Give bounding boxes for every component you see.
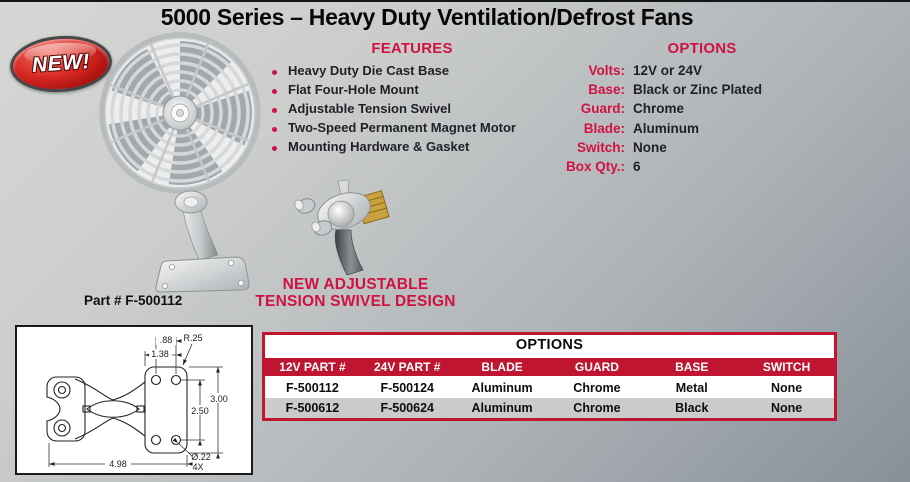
feature-text: Two-Speed Permanent Magnet Motor xyxy=(288,120,516,135)
table-cell: None xyxy=(770,401,803,415)
option-label: Guard: xyxy=(580,101,625,117)
option-value: 6 xyxy=(633,158,641,174)
dim-hole-count: 4X xyxy=(192,462,203,472)
option-label: Blade: xyxy=(583,120,625,136)
feature-item: Adjustable Tension Swivel xyxy=(262,101,562,120)
table-cell: F-500612 xyxy=(285,401,340,415)
options-table: OPTIONS 12V PART # 24V PART # BLADE GUAR… xyxy=(262,332,837,421)
table-cell: Chrome xyxy=(573,381,621,395)
options-panel: OPTIONS Volts: 12V or 24V Base: Black or… xyxy=(552,40,852,178)
dim-total-width: 4.98 xyxy=(109,459,127,469)
table-cell: Chrome xyxy=(573,401,621,415)
feature-text: Heavy Duty Die Cast Base xyxy=(288,63,450,78)
dim-inner-height: 2.50 xyxy=(191,406,209,416)
table-cell: F-500624 xyxy=(380,401,434,415)
options-list: Volts: 12V or 24V Base: Black or Zinc Pl… xyxy=(552,63,852,178)
option-value: Aluminum xyxy=(633,120,699,136)
column-header: 24V PART # xyxy=(374,360,441,374)
option-label: Switch: xyxy=(576,139,625,155)
table-cell: Aluminum xyxy=(471,401,533,415)
feature-text: Mounting Hardware & Gasket xyxy=(288,139,470,154)
table-cell: Metal xyxy=(675,381,708,395)
bullet-icon xyxy=(272,89,277,94)
page-title: 5000 Series – Heavy Duty Ventilation/Def… xyxy=(160,4,694,30)
options-panel-heading: OPTIONS xyxy=(667,40,737,57)
column-header: 12V PART # xyxy=(279,360,346,374)
option-label: Base: xyxy=(588,82,625,98)
option-value: 12V or 24V xyxy=(633,63,703,78)
feature-text: Flat Four-Hole Mount xyxy=(288,82,419,97)
table-row: F-500112 F-500124 Aluminum Chrome Metal … xyxy=(265,378,834,398)
feature-text: Adjustable Tension Swivel xyxy=(288,101,452,116)
option-value: Chrome xyxy=(633,101,685,117)
bullet-icon xyxy=(272,108,277,113)
dim-radius: R.25 xyxy=(183,333,202,343)
table-cell: None xyxy=(770,381,803,395)
table-cell: F-500112 xyxy=(286,381,339,395)
swivel-caption-line1: NEW ADJUSTABLE xyxy=(282,276,429,293)
dim-top-width: .88 xyxy=(160,335,173,345)
bullet-icon xyxy=(272,70,277,75)
column-header: BASE xyxy=(675,360,709,374)
feature-item: Mounting Hardware & Gasket xyxy=(262,139,562,158)
dim-height: 3.00 xyxy=(210,394,228,404)
table-cell: F-500124 xyxy=(380,381,434,395)
top-divider xyxy=(0,0,910,2)
dimension-drawing: .88 R.25 1.38 3.00 2.50 4.98 Ø.22 4X xyxy=(15,325,253,475)
part-number-label: Part # F-500112 xyxy=(84,293,183,308)
bullet-icon xyxy=(272,146,277,151)
table-cell: Aluminum xyxy=(471,381,533,395)
dim-hole-diameter: Ø.22 xyxy=(191,452,211,462)
feature-item: Heavy Duty Die Cast Base xyxy=(262,63,562,82)
table-row: F-500612 F-500624 Aluminum Chrome Black … xyxy=(265,398,834,418)
bullet-icon xyxy=(272,127,277,132)
options-table-header: 12V PART # 24V PART # BLADE GUARD BASE S… xyxy=(265,356,834,378)
feature-item: Two-Speed Permanent Magnet Motor xyxy=(262,120,562,139)
swivel-detail-image xyxy=(294,179,390,276)
column-header: GUARD xyxy=(574,360,619,374)
swivel-caption: NEW ADJUSTABLE TENSION SWIVEL DESIGN xyxy=(238,276,473,310)
column-header: SWITCH xyxy=(762,360,811,374)
fan-product-image xyxy=(99,32,261,293)
dim-inner-width: 1.38 xyxy=(151,349,169,359)
table-cell: Black xyxy=(675,401,709,415)
features-heading: FEATURES xyxy=(371,40,453,57)
feature-item: Flat Four-Hole Mount xyxy=(262,82,562,101)
options-table-title: OPTIONS xyxy=(265,335,834,356)
features-section: FEATURES Heavy Duty Die Cast Base Flat F… xyxy=(262,40,562,158)
swivel-caption-line2: TENSION SWIVEL DESIGN xyxy=(255,293,456,310)
option-label: Volts: xyxy=(588,63,626,78)
new-badge-label: NEW! xyxy=(31,50,91,77)
column-header: BLADE xyxy=(481,360,523,374)
option-label: Box Qty.: xyxy=(565,158,625,174)
option-value: Black or Zinc Plated xyxy=(633,82,763,98)
option-value: None xyxy=(633,139,667,155)
